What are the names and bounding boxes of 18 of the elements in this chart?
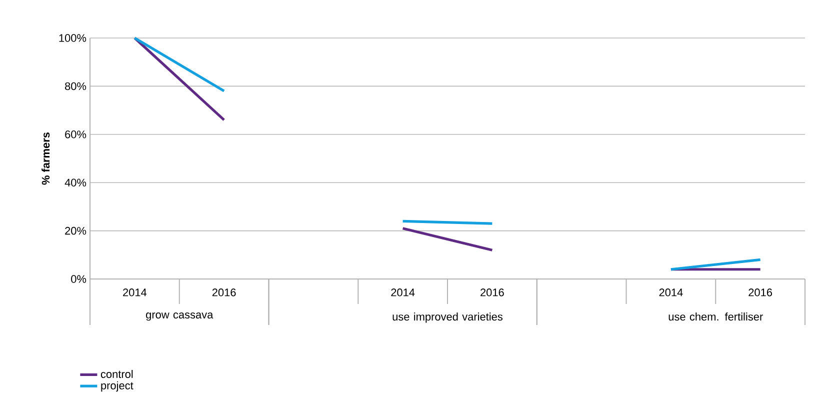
x-tick-label: 2016 xyxy=(480,288,504,296)
x-tick-label: 2016 xyxy=(212,288,236,296)
x-tick-label: 2014 xyxy=(123,288,147,296)
y-tick-label: 60% xyxy=(65,130,86,138)
y-tick-label: 40% xyxy=(64,178,86,186)
legend-label: control xyxy=(100,370,133,378)
y-axis-title: % farmers xyxy=(42,132,50,185)
y-tick-label: 0% xyxy=(71,275,86,283)
x-tick-label: 2014 xyxy=(391,288,415,296)
text: use chem. fertiliser xyxy=(668,312,763,321)
legend-label: project xyxy=(101,381,134,392)
y-tick-label: 80% xyxy=(65,82,86,90)
text: use improved varieties xyxy=(392,312,502,323)
y-tick-label: 20% xyxy=(65,226,86,235)
y-tick-label: 100% xyxy=(59,34,86,42)
text: grow cassava xyxy=(146,312,214,321)
x-tick-label: 2016 xyxy=(748,288,772,296)
x-tick-label: 2014 xyxy=(659,288,683,296)
